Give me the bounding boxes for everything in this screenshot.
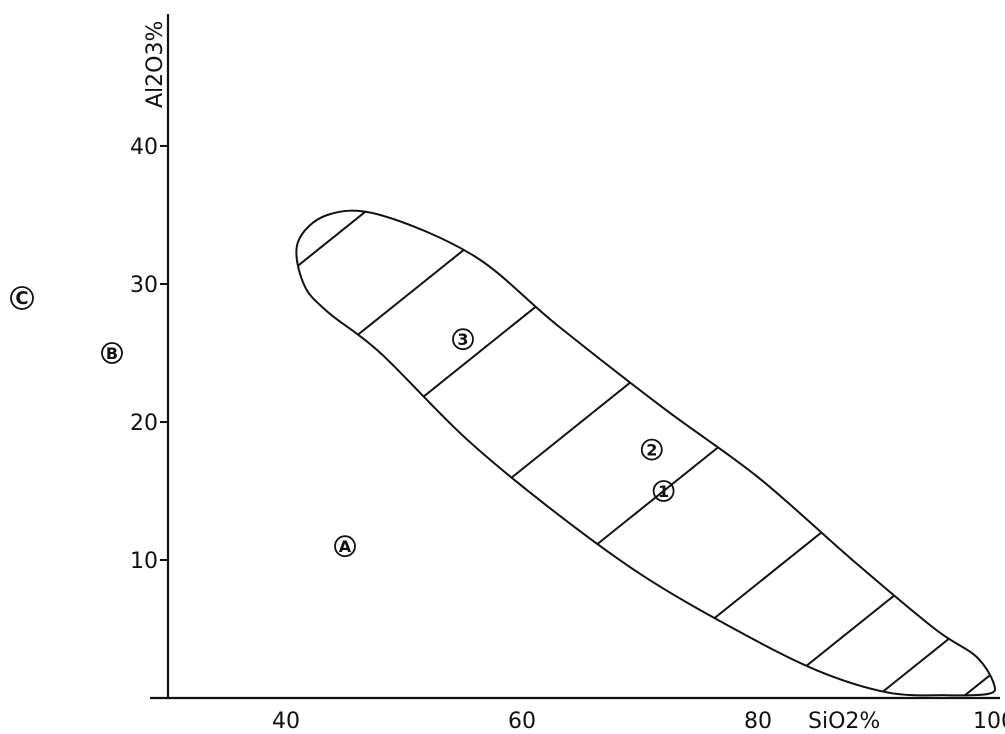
- marker-a: A: [334, 535, 356, 558]
- y-tick-label: 10: [130, 549, 158, 574]
- y-tick-label: 30: [130, 273, 158, 298]
- x-tick-label: 60: [508, 709, 536, 734]
- marker-label: 2: [646, 441, 657, 460]
- marker-1: 1: [652, 480, 675, 502]
- hatch-line: [486, 346, 676, 498]
- marker-circle: [652, 480, 675, 502]
- region-hatching: [296, 210, 996, 696]
- hatch-line: [392, 270, 581, 422]
- x-tick-label: 100: [973, 709, 1005, 734]
- y-tick-label: 20: [130, 411, 158, 436]
- y-tick-label: 40: [130, 135, 158, 160]
- marker-label: 3: [457, 330, 468, 349]
- y-ticks: 10 20 30 40: [130, 135, 168, 574]
- y-axis-label: Al2O3%: [143, 21, 168, 108]
- hatch-line: [758, 553, 947, 696]
- marker-circle: [10, 286, 34, 310]
- marker-circle: [101, 342, 123, 364]
- marker-label: 1: [658, 482, 669, 501]
- marker-circle: [334, 535, 356, 558]
- marker-circle: [640, 438, 663, 461]
- x-ticks: 40 60 80 100: [272, 709, 1005, 734]
- x-axis-label: SiO2%: [808, 709, 880, 734]
- marker-circle: [452, 328, 474, 351]
- marker-label: A: [339, 537, 352, 556]
- markers: A B 1 2 3 C: [10, 286, 675, 558]
- hatch-line: [887, 605, 996, 696]
- marker-2: 2: [640, 438, 663, 461]
- marker-c: C: [10, 286, 34, 310]
- hatch-line: [309, 222, 499, 374]
- marker-label: C: [15, 288, 28, 309]
- x-tick-label: 40: [272, 709, 300, 734]
- hatch-line: [675, 498, 865, 650]
- x-tick-label: 80: [744, 709, 772, 734]
- region-outline: [295, 209, 997, 697]
- marker-label: B: [106, 344, 118, 363]
- marker-b: B: [101, 342, 123, 364]
- hatch-line: [296, 210, 404, 333]
- marker-3: 3: [452, 328, 474, 351]
